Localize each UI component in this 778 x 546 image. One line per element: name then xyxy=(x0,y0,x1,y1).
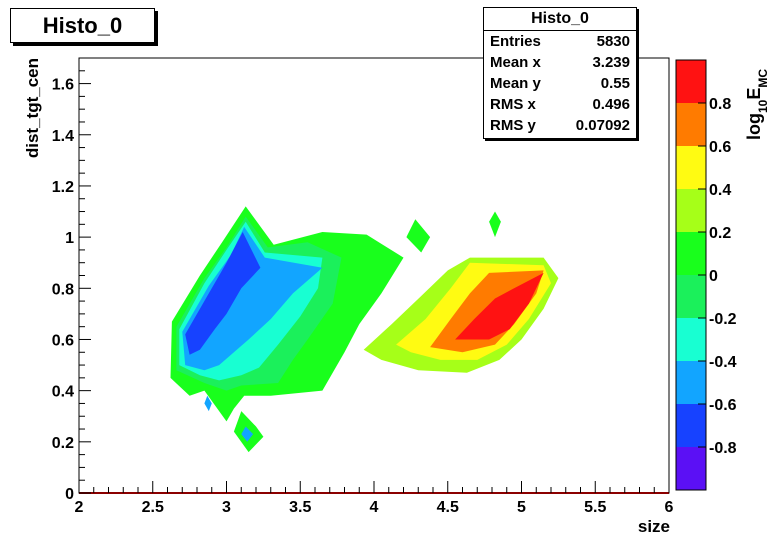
palette-tick-label: -0.2 xyxy=(709,311,737,328)
z-label-mid: E xyxy=(744,88,764,100)
z-axis-label: log10EMC xyxy=(744,69,770,140)
x-tick-label: 3.5 xyxy=(289,499,311,516)
x-axis-label: size xyxy=(638,517,670,536)
contour-region xyxy=(489,211,501,238)
palette-band xyxy=(676,146,706,189)
color-palette: 0.8 0.6 0.4 0.2 0 -0.2 -0.4 -0.6 -0.8 xyxy=(675,59,737,491)
stats-label: Mean y xyxy=(490,75,541,92)
histogram-title-text: Histo_0 xyxy=(42,12,123,38)
stats-row-rms-x: RMS x 0.496 xyxy=(484,94,636,115)
contour-region xyxy=(204,395,212,412)
y-axis: 0 0.2 0.4 0.6 0.8 1 1.2 1.4 1.6 xyxy=(52,57,91,503)
stats-label: RMS x xyxy=(490,96,536,113)
palette-band xyxy=(676,232,706,275)
y-axis-label: dist_tgt_cen xyxy=(23,58,42,158)
stats-value: 3.239 xyxy=(592,54,630,71)
palette-tick-label: 0.8 xyxy=(709,96,731,113)
palette-band xyxy=(676,189,706,232)
x-tick-label: 2 xyxy=(75,499,84,516)
x-tick-label: 3 xyxy=(222,499,231,516)
contour-region xyxy=(182,226,323,371)
x-tick-label: 6 xyxy=(665,499,674,516)
y-tick-label: 0.2 xyxy=(52,435,74,452)
palette-band xyxy=(676,103,706,146)
palette-tick-label: -0.6 xyxy=(709,397,737,414)
contour-region xyxy=(406,219,431,253)
palette-band xyxy=(676,275,706,318)
z-label-sub1: 10 xyxy=(756,99,770,113)
palette-band xyxy=(676,447,706,490)
y-tick-label: 0.6 xyxy=(52,332,74,349)
stats-label: Entries xyxy=(490,33,541,50)
stats-label: Mean x xyxy=(490,54,541,71)
stats-row-mean-x: Mean x 3.239 xyxy=(484,52,636,73)
palette-tick-label: 0.4 xyxy=(709,182,731,199)
stats-row-entries: Entries 5830 xyxy=(484,31,636,52)
histogram-title: Histo_0 xyxy=(10,8,155,43)
x-tick-label: 4 xyxy=(370,499,379,516)
y-tick-label: 0.4 xyxy=(52,384,74,401)
stats-label: RMS y xyxy=(490,117,536,134)
stats-value: 0.496 xyxy=(592,96,630,113)
palette-tick-label: -0.8 xyxy=(709,440,737,457)
contour-region xyxy=(241,426,254,442)
palette-band xyxy=(676,404,706,447)
y-tick-label: 1.2 xyxy=(52,179,74,196)
y-tick-label: 0 xyxy=(65,486,74,503)
palette-band xyxy=(676,60,706,103)
palette-tick-label: 0.2 xyxy=(709,225,731,242)
stats-row-mean-y: Mean y 0.55 xyxy=(484,73,636,94)
contour-regions xyxy=(170,206,559,453)
palette-tick-label: 0 xyxy=(709,268,718,285)
stats-title: Histo_0 xyxy=(484,8,636,31)
contour-region xyxy=(455,272,544,340)
stats-row-rms-y: RMS y 0.07092 xyxy=(484,115,636,136)
x-tick-label: 2.5 xyxy=(142,499,164,516)
y-tick-label: 1 xyxy=(65,230,74,247)
stats-value: 0.55 xyxy=(600,75,630,92)
y-tick-label: 1.6 xyxy=(52,77,74,94)
z-label-sub2: MC xyxy=(756,69,770,88)
y-tick-label: 0.8 xyxy=(52,281,74,298)
x-tick-label: 5 xyxy=(517,499,526,516)
y-tick-label: 1.4 xyxy=(52,128,74,145)
x-tick-label: 4.5 xyxy=(437,499,459,516)
stats-box: Histo_0 Entries 5830 Mean x 3.239 Mean y… xyxy=(483,7,637,139)
palette-tick-label: 0.6 xyxy=(709,139,731,156)
palette-band xyxy=(676,361,706,404)
z-label-main: log xyxy=(744,113,764,140)
contour-region xyxy=(185,232,261,355)
stats-value: 5830 xyxy=(596,33,630,50)
x-axis: 2 2.5 3 3.5 4 4.5 5 5.5 6 xyxy=(75,481,674,516)
stats-value: 0.07092 xyxy=(575,117,630,134)
palette-tick-label: -0.4 xyxy=(709,354,737,371)
palette-band xyxy=(676,318,706,361)
x-tick-label: 5.5 xyxy=(584,499,606,516)
